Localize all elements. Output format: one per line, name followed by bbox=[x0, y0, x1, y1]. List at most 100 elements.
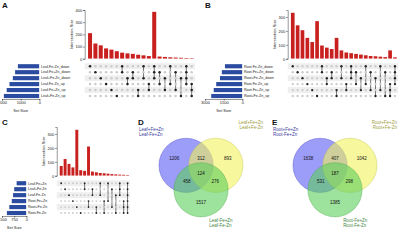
panel-label: E bbox=[272, 118, 278, 127]
intersection-bar bbox=[99, 173, 102, 176]
matrix-dot bbox=[185, 71, 188, 74]
matrix-dot-empty bbox=[164, 65, 167, 68]
matrix-link bbox=[365, 66, 366, 84]
tick: 2000 bbox=[0, 99, 8, 105]
set-label-line: Leaf+Fe-Zn bbox=[240, 125, 264, 130]
matrix-dot-empty bbox=[384, 65, 386, 67]
tick-mark bbox=[83, 59, 85, 60]
matrix-dot-empty bbox=[115, 188, 117, 190]
matrix-dot bbox=[142, 65, 145, 68]
matrix-dot bbox=[68, 194, 70, 196]
intersection-bar bbox=[131, 54, 135, 59]
panel-upset: B0100200300Intersection SizeRoot-Fe-Zn_d… bbox=[201, 1, 398, 113]
venn-circle bbox=[174, 163, 228, 217]
tick-label: 0 bbox=[52, 174, 55, 179]
intersection-bar bbox=[306, 38, 310, 59]
tick-mark bbox=[55, 176, 57, 177]
matrix-dot bbox=[394, 71, 396, 73]
matrix-dot bbox=[91, 188, 93, 190]
matrix-dot-empty bbox=[345, 71, 347, 73]
matrix-dot-empty bbox=[321, 77, 323, 79]
matrix-dot-empty bbox=[174, 95, 177, 98]
tick-mark bbox=[286, 31, 288, 32]
intersection-bar bbox=[315, 21, 319, 59]
matrix-dot-empty bbox=[111, 212, 113, 214]
matrix-dot bbox=[127, 206, 129, 208]
intersection-bar bbox=[354, 54, 358, 59]
matrix-dot-empty bbox=[95, 182, 97, 184]
matrix-link bbox=[84, 183, 85, 189]
tick-label: 300 bbox=[279, 15, 286, 20]
matrix-dot-empty bbox=[292, 95, 294, 97]
matrix-dot bbox=[355, 71, 357, 73]
matrix-stripe bbox=[57, 204, 130, 210]
matrix-dot-empty bbox=[80, 194, 82, 196]
matrix-dot-empty bbox=[99, 65, 102, 68]
matrix-link bbox=[119, 183, 120, 195]
matrix-dot bbox=[137, 95, 140, 98]
matrix-dot-empty bbox=[316, 89, 318, 91]
matrix-dot-empty bbox=[99, 212, 101, 214]
panel-label: C bbox=[2, 118, 8, 127]
y-axis: 0100200300 bbox=[279, 11, 289, 62]
matrix-dot bbox=[121, 71, 124, 74]
matrix-dot-empty bbox=[88, 212, 90, 214]
region-value: 1042 bbox=[357, 156, 368, 161]
matrix-dot-empty bbox=[169, 71, 172, 74]
matrix-dot-empty bbox=[306, 77, 308, 79]
matrix-dot-empty bbox=[107, 206, 109, 208]
matrix-dot-empty bbox=[115, 206, 117, 208]
matrix-dot-empty bbox=[89, 71, 92, 74]
matrix-dot-empty bbox=[164, 95, 167, 98]
matrix-dot bbox=[340, 65, 342, 67]
set-bar bbox=[14, 187, 26, 191]
matrix-dot-empty bbox=[389, 71, 391, 73]
matrix-dot-empty bbox=[80, 182, 82, 184]
matrix-dot bbox=[335, 89, 337, 91]
intersection-bar bbox=[344, 52, 348, 58]
matrix-dot-empty bbox=[169, 95, 172, 98]
intersection-bar bbox=[114, 174, 117, 175]
intersection-bar bbox=[109, 50, 113, 59]
matrix-dot bbox=[389, 89, 391, 91]
matrix-stripe bbox=[288, 87, 398, 93]
panel-venn: D12068931517312458276124Leaf+Fe+ZnLeaf-F… bbox=[138, 118, 263, 228]
matrix-dot bbox=[127, 188, 129, 190]
tick-label: 0 bbox=[242, 100, 245, 105]
matrix-link bbox=[111, 189, 112, 207]
matrix-dot-empty bbox=[153, 89, 156, 92]
matrix-dot bbox=[111, 188, 113, 190]
tick-label: 100 bbox=[76, 44, 83, 49]
matrix-dot-empty bbox=[99, 89, 102, 92]
matrix-dot-empty bbox=[321, 89, 323, 91]
tick-label: 200 bbox=[76, 32, 83, 37]
intersection-bar bbox=[126, 175, 129, 176]
region-value: 276 bbox=[211, 179, 219, 184]
matrix-dot-empty bbox=[119, 212, 121, 214]
matrix-dot-empty bbox=[296, 77, 298, 79]
tick-label: 1500 bbox=[220, 100, 230, 105]
matrix-dot-empty bbox=[306, 71, 308, 73]
matrix-dot-empty bbox=[306, 89, 308, 91]
intersection-bar bbox=[64, 159, 67, 176]
set-label: Root-Fe+Zn_up bbox=[244, 88, 269, 92]
matrix-link bbox=[370, 72, 371, 90]
matrix-dot bbox=[132, 77, 135, 80]
matrix-dot bbox=[185, 65, 188, 68]
matrix-dot-empty bbox=[311, 71, 313, 73]
matrix-dot-empty bbox=[111, 182, 113, 184]
panel-label: A bbox=[2, 1, 8, 10]
tick: 1500 bbox=[220, 99, 230, 105]
matrix-dot bbox=[99, 194, 101, 196]
matrix-dot bbox=[126, 77, 129, 80]
matrix-dot-empty bbox=[76, 200, 78, 202]
matrix-dot-empty bbox=[60, 206, 62, 208]
matrix-dot bbox=[164, 77, 167, 80]
x-axis: 010002000 bbox=[0, 99, 42, 105]
tick-label: 750 bbox=[11, 217, 18, 222]
set-bar bbox=[216, 82, 242, 86]
intersection-bar bbox=[136, 55, 140, 59]
matrix-dot-empty bbox=[335, 65, 337, 67]
matrix-dot-empty bbox=[76, 212, 78, 214]
matrix-dot bbox=[296, 71, 298, 73]
